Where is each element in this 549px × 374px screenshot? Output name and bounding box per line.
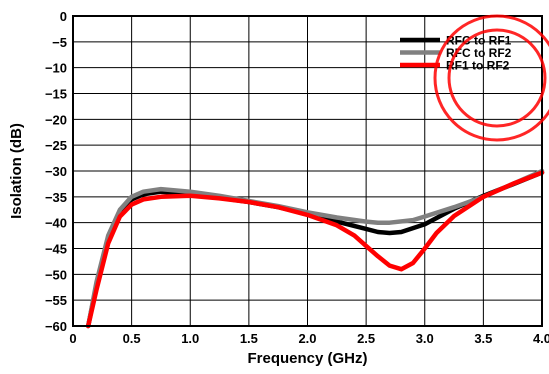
legend-label-rfc-to-rf2: RFC to RF2 bbox=[446, 46, 512, 60]
series-line-rf1-to-rf2 bbox=[85, 170, 545, 329]
x-tick-labels: 0 0.5 1.0 1.5 2.0 2.5 3.0 3.5 4.0 bbox=[69, 331, 549, 346]
y-axis-title: Isolation (dB) bbox=[8, 123, 25, 219]
y-tick-label: −45 bbox=[45, 242, 67, 257]
x-tick-label: 3.0 bbox=[416, 331, 434, 346]
y-tick-label: −55 bbox=[45, 293, 67, 308]
plot-frame bbox=[72, 15, 543, 327]
x-tick-label: 2.5 bbox=[357, 331, 375, 346]
series-layer bbox=[85, 168, 545, 329]
y-tick-label: −30 bbox=[45, 164, 67, 179]
y-tick-label: 0 bbox=[60, 9, 67, 24]
y-tick-label: −40 bbox=[45, 216, 67, 231]
x-tick-label: 4.0 bbox=[533, 331, 549, 346]
y-tick-label: −20 bbox=[45, 112, 67, 127]
x-tick-label: 0.5 bbox=[123, 331, 141, 346]
watermark-stamp bbox=[433, 14, 549, 142]
y-tick-label: −60 bbox=[45, 319, 67, 334]
x-tick-label: 0 bbox=[69, 331, 76, 346]
y-tick-label: −50 bbox=[45, 267, 67, 282]
x-axis-title: Frequency (GHz) bbox=[247, 350, 367, 367]
x-tick-label: 1.0 bbox=[181, 331, 199, 346]
x-tick-label: 1.5 bbox=[240, 331, 258, 346]
y-tick-label: −5 bbox=[52, 35, 67, 50]
x-tick-label: 3.5 bbox=[474, 331, 492, 346]
legend-label-rf1-to-rf2: RF1 to RF2 bbox=[446, 59, 510, 73]
y-tick-label: −35 bbox=[45, 190, 67, 205]
y-tick-label: −10 bbox=[45, 61, 67, 76]
y-tick-label: −25 bbox=[45, 138, 67, 153]
y-tick-labels: 0 −5 −10 −15 −20 −25 −30 −35 −40 −45 −50 −55 −60 bbox=[45, 9, 67, 334]
y-tick-label: −15 bbox=[45, 87, 67, 102]
x-tick-label: 2.0 bbox=[298, 331, 316, 346]
